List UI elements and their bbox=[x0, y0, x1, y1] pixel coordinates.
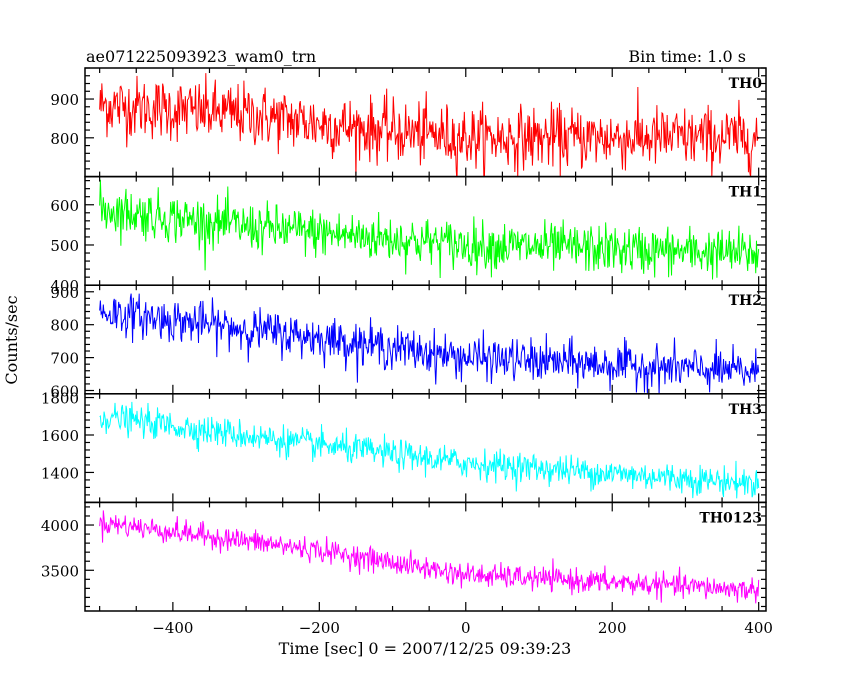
y-tick-label: 600 bbox=[50, 197, 79, 215]
series-line-th0123 bbox=[99, 510, 760, 604]
bin-time-label: Bin time: 1.0 s bbox=[628, 47, 746, 66]
y-tick-label: 800 bbox=[50, 130, 79, 148]
y-tick-label: 900 bbox=[50, 284, 79, 302]
series-line-th1 bbox=[99, 179, 760, 280]
series-label-th2: TH2 bbox=[729, 293, 762, 309]
x-tick-label: −400 bbox=[152, 619, 193, 637]
y-axis-label: Counts/sec bbox=[2, 295, 21, 384]
y-tick-label: 3500 bbox=[41, 562, 79, 580]
x-tick-labels: −400 −200 0 200 400 bbox=[152, 619, 773, 637]
x-axis-label: Time [sec] 0 = 2007/12/25 09:39:23 bbox=[279, 639, 572, 658]
y-tick-label: 900 bbox=[50, 91, 79, 109]
series-line-th0 bbox=[99, 73, 760, 177]
y-tick-label: 500 bbox=[50, 237, 79, 255]
panel-th0123: 3500 4000 TH0123 bbox=[41, 501, 767, 612]
series-line-th2 bbox=[99, 293, 760, 394]
chart-title: ae071225093923_wam0_trn bbox=[86, 47, 316, 66]
series-label-th0: TH0 bbox=[729, 76, 763, 92]
y-tick-label: 4000 bbox=[41, 517, 79, 535]
panels-group: 800 900 TH0 400 500 600 TH1 600 700 800 900 TH2 1400… bbox=[41, 67, 767, 612]
panel-th0: 800 900 TH0 bbox=[50, 67, 767, 178]
panel-th1: 400 500 600 TH1 bbox=[50, 175, 767, 295]
panel-frame bbox=[84, 284, 767, 395]
y-tick-label: 400 bbox=[50, 277, 79, 295]
y-tick-label: 1600 bbox=[41, 427, 79, 445]
series-label-th1: TH1 bbox=[729, 185, 762, 201]
y-tick-label: 700 bbox=[50, 350, 79, 368]
x-tick-label: 200 bbox=[598, 619, 627, 637]
x-tick-label: 0 bbox=[461, 619, 471, 637]
x-tick-label: −200 bbox=[299, 619, 340, 637]
series-label-th0123: TH0123 bbox=[699, 510, 762, 526]
panel-frame bbox=[84, 393, 767, 504]
panel-frame bbox=[84, 501, 767, 612]
y-tick-label: 1400 bbox=[41, 464, 79, 482]
panel-th2: 600 700 800 900 TH2 bbox=[50, 284, 767, 401]
x-tick-label: 400 bbox=[744, 619, 773, 637]
series-line-th3 bbox=[99, 401, 760, 499]
y-tick-label: 1800 bbox=[41, 390, 79, 408]
y-tick-label: 600 bbox=[50, 383, 79, 401]
series-label-th3: TH3 bbox=[729, 402, 762, 418]
y-tick-label: 800 bbox=[50, 317, 79, 335]
panel-th3: 1400 1600 1800 TH3 bbox=[41, 390, 767, 504]
